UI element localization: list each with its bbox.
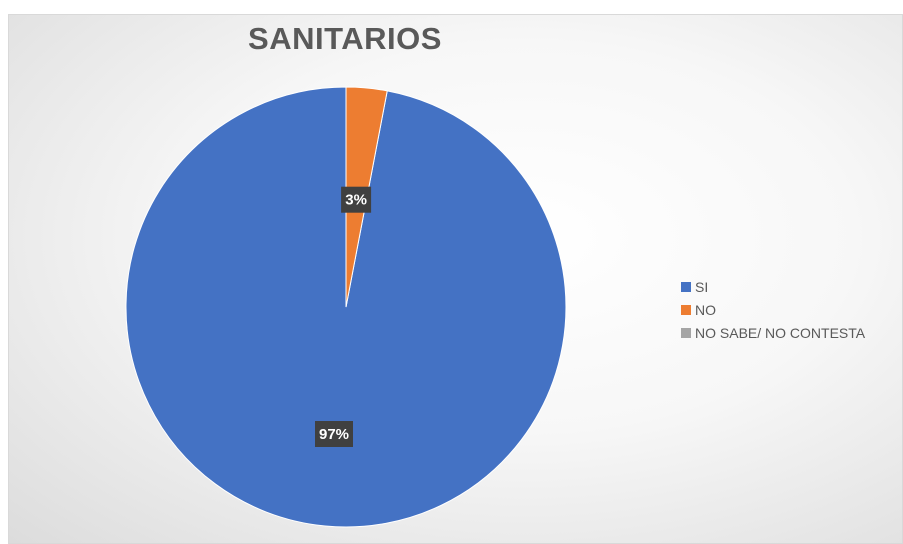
data-label-no: 3% — [341, 186, 372, 213]
chart-title: SANITARIOS — [248, 21, 442, 56]
legend-item-si: SI — [681, 275, 865, 298]
data-label-box-no — [341, 186, 372, 213]
data-label-si: 97% — [315, 421, 353, 447]
legend-item-no: NO — [681, 298, 865, 321]
chart-area: SANITARIOS 97% 3% SI NO NO SABE/ NO CONTE… — [8, 14, 903, 544]
legend-swatch-si — [681, 281, 691, 292]
data-label-text-no: 3% — [345, 192, 367, 209]
legend-label-si: SI — [695, 278, 709, 295]
legend-label-no: NO — [695, 301, 716, 318]
legend-swatch-no-sabe — [681, 327, 691, 338]
legend-item-no-sabe: NO SABE/ NO CONTESTA — [681, 321, 865, 344]
data-label-box-si — [315, 421, 353, 447]
pie-chart: 97% 3% — [125, 86, 567, 528]
data-label-text-si: 97% — [319, 426, 349, 443]
legend: SI NO NO SABE/ NO CONTESTA — [681, 275, 865, 344]
legend-label-no-sabe: NO SABE/ NO CONTESTA — [695, 324, 866, 341]
legend-swatch-no — [681, 304, 691, 315]
